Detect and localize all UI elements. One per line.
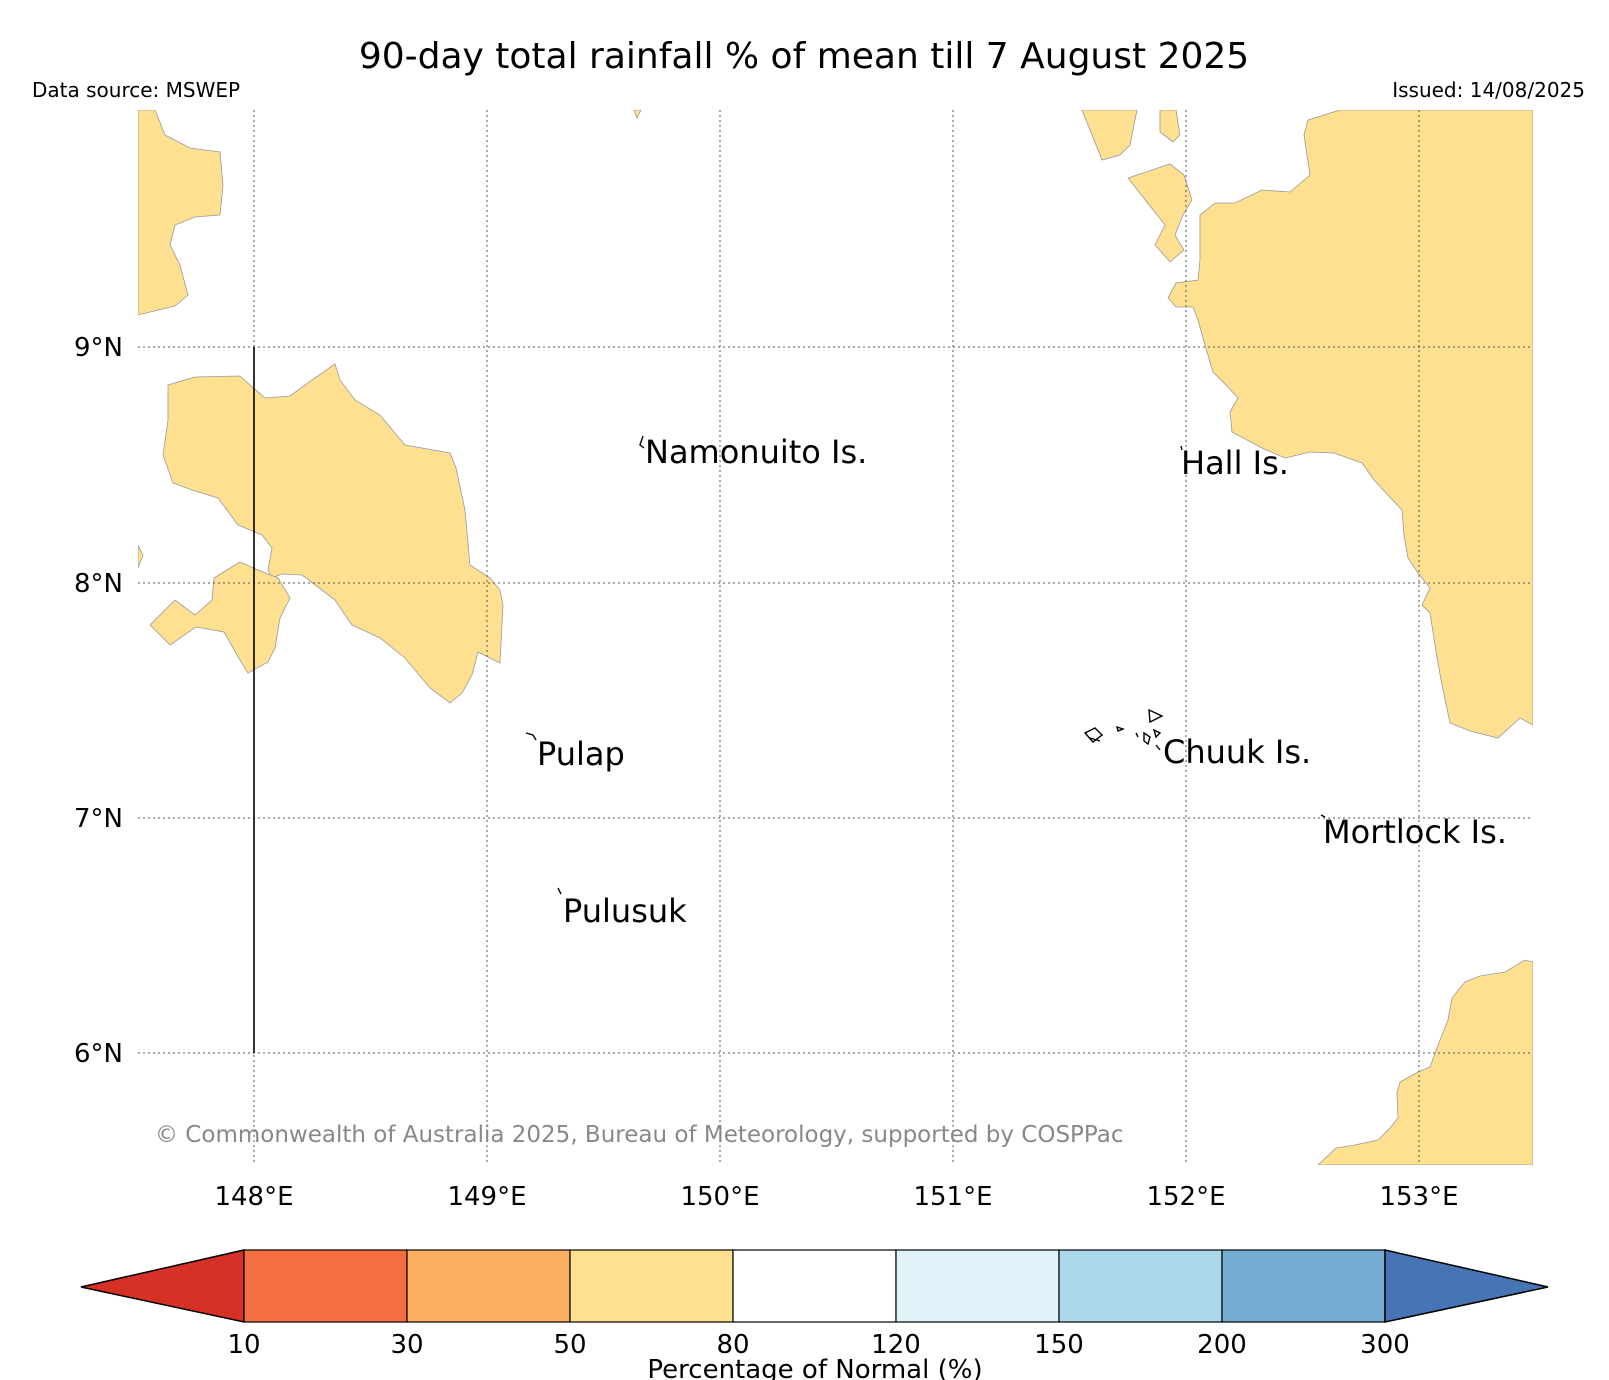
lat-tick-6: 6°N (74, 1039, 123, 1069)
colorbar-tick-120: 120 (871, 1330, 921, 1360)
colorbar-tick-300: 300 (1360, 1330, 1410, 1360)
chuuk-lagoon-islands (1083, 708, 1164, 751)
landmass-north-c (1127, 163, 1193, 263)
landmass-west-sliver (138, 544, 144, 569)
pulusuk-atoll-outline (557, 887, 562, 895)
landmass-west-island (149, 561, 291, 674)
colorbar-segment-200-300 (1221, 1249, 1386, 1323)
landmass-north-a (1081, 110, 1138, 161)
land-masses (138, 110, 1533, 1165)
landmass-north-islet (633, 110, 642, 119)
colorbar-tick-200: 200 (1197, 1330, 1247, 1360)
lon-tick-149: 149°E (447, 1182, 526, 1212)
mortlock-atoll-outline (1320, 814, 1326, 818)
place-label-pulap: Pulap (537, 735, 625, 773)
colorbar-segment-80-120 (732, 1249, 897, 1323)
lat-tick-7: 7°N (74, 804, 123, 834)
latitude-tick-labels: 9°N 8°N 7°N 6°N (74, 333, 123, 1069)
colorbar-tick-10: 10 (227, 1330, 260, 1360)
map-title: 90-day total rainfall % of mean till 7 A… (359, 36, 1249, 77)
lat-tick-9: 9°N (74, 333, 123, 363)
colorbar-segment-10-30 (243, 1249, 408, 1323)
namonuito-atoll-outline (639, 435, 645, 449)
place-label-chuuk: Chuuk Is. (1163, 733, 1311, 771)
lat-tick-8: 8°N (74, 569, 123, 599)
landmass-east-large (1167, 110, 1533, 739)
gridlines (138, 110, 1533, 1165)
colorbar-extend-low (80, 1249, 245, 1323)
map-area: Namonuito Is. Hall Is. Pulap Chuuk Is. M… (138, 110, 1533, 1165)
lon-tick-152: 152°E (1146, 1182, 1225, 1212)
colorbar-tick-50: 50 (553, 1330, 586, 1360)
lon-tick-153: 153°E (1379, 1182, 1458, 1212)
colorbar-segment-30-50 (406, 1249, 571, 1323)
issued-date-label: Issued: 14/08/2025 (1392, 78, 1585, 102)
colorbar-tick-80: 80 (716, 1330, 749, 1360)
landmass-west-large (162, 363, 504, 704)
lon-tick-150: 150°E (680, 1182, 759, 1212)
atoll-outlines (525, 435, 1326, 895)
colorbar-extend-high (1384, 1249, 1549, 1323)
landmass-southeast (1317, 959, 1533, 1165)
landmass-northwest (138, 110, 224, 316)
place-labels: Namonuito Is. Hall Is. Pulap Chuuk Is. M… (537, 433, 1507, 930)
colorbar-segment-50-80 (569, 1249, 734, 1323)
colorbar-tick-150: 150 (1034, 1330, 1084, 1360)
place-label-namonuito: Namonuito Is. (645, 433, 867, 471)
place-label-hall: Hall Is. (1181, 444, 1289, 482)
copyright-notice: © Commonwealth of Australia 2025, Bureau… (155, 1122, 1124, 1148)
lon-tick-151: 151°E (913, 1182, 992, 1212)
colorbar-segment-150-200 (1058, 1249, 1223, 1323)
colorbar-label: Percentage of Normal (%) (647, 1355, 982, 1380)
data-source-label: Data source: MSWEP (32, 78, 240, 102)
landmass-north-b (1159, 110, 1181, 143)
lon-tick-148: 148°E (214, 1182, 293, 1212)
colorbar-segment-120-150 (895, 1249, 1060, 1323)
place-label-mortlock: Mortlock Is. (1323, 813, 1507, 851)
colorbar: 10 30 50 80 120 150 200 300 Percentage o… (80, 1249, 1549, 1380)
longitude-tick-labels: 148°E 149°E 150°E 151°E 152°E 153°E (214, 1182, 1458, 1212)
hall-atoll-outline (1180, 445, 1183, 451)
colorbar-tick-30: 30 (390, 1330, 423, 1360)
pulap-atoll-outline (525, 732, 537, 741)
place-label-pulusuk: Pulusuk (563, 892, 687, 930)
